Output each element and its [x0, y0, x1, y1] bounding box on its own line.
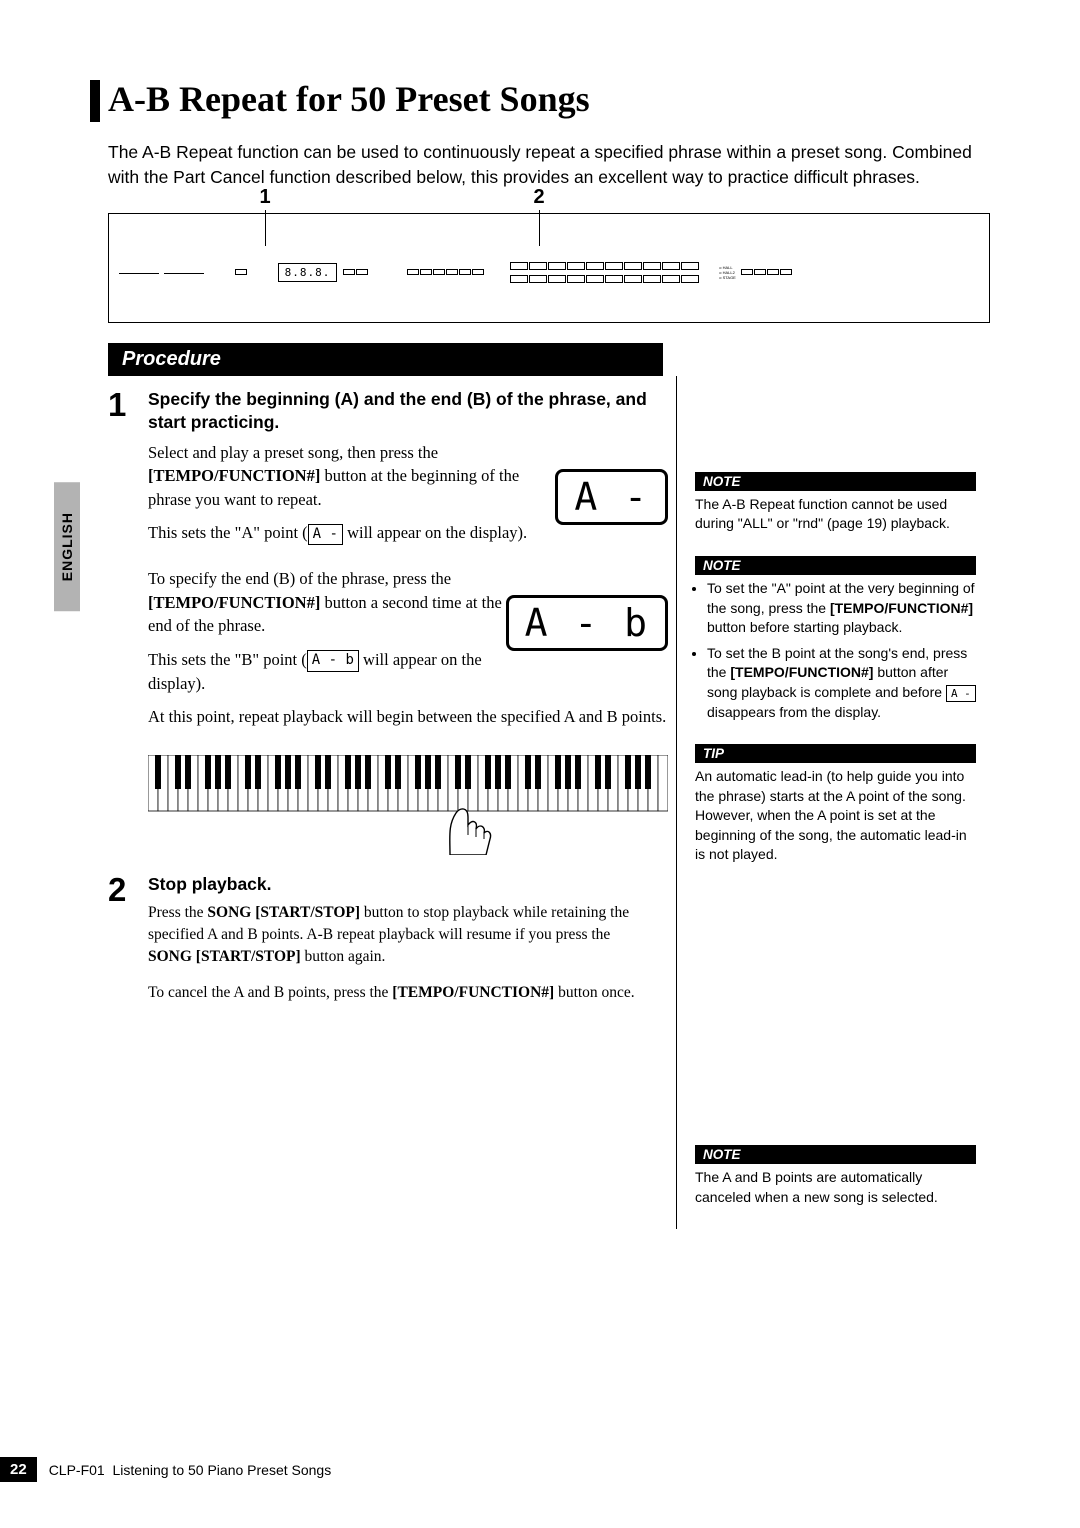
step-2-para-1: Press the SONG [START/STOP] button to st… — [148, 902, 650, 968]
step-2-number: 2 — [108, 873, 136, 1015]
note-2-header: NOTE — [695, 556, 976, 575]
note-2-body: To set the "A" point at the very beginni… — [695, 579, 976, 722]
step-1-title: Specify the beginning (A) and the end (B… — [148, 388, 668, 435]
step-1-para-5: At this point, repeat playback will begi… — [148, 705, 668, 728]
lcd-display-ab: A - b — [506, 595, 668, 651]
callout-2: 2 — [533, 186, 544, 209]
sidebar-notes: NOTE The A-B Repeat function cannot be u… — [676, 376, 976, 1230]
tip-body: An automatic lead-in (to help guide you … — [695, 767, 976, 865]
page-number: 22 — [0, 1457, 37, 1482]
page-title: A-B Repeat for 50 Preset Songs — [108, 80, 590, 120]
step-2-title: Stop playback. — [148, 873, 650, 897]
intro-paragraph: The A-B Repeat function can be used to c… — [90, 140, 990, 191]
note-3-body: The A and B points are automatically can… — [695, 1168, 976, 1207]
lcd-display-a: A - — [555, 469, 668, 525]
main-column: 1 Specify the beginning (A) and the end … — [108, 376, 658, 1015]
footer-section: Listening to 50 Piano Preset Songs — [113, 1462, 332, 1478]
panel-lcd: 8.8.8. — [278, 263, 338, 282]
note-1-body: The A-B Repeat function cannot be used d… — [695, 495, 976, 534]
step-1-para-4: This sets the "B" point (A - b will appe… — [148, 648, 668, 696]
step-2-para-2: To cancel the A and B points, press the … — [148, 982, 650, 1004]
callout-1: 1 — [259, 186, 270, 209]
procedure-header: Procedure — [108, 343, 663, 376]
title-accent-bar — [90, 80, 100, 122]
page-footer: 22 CLP-F01 Listening to 50 Piano Preset … — [0, 1457, 331, 1482]
note-1-header: NOTE — [695, 472, 976, 491]
tip-header: TIP — [695, 744, 976, 763]
footer-model: CLP-F01 — [49, 1462, 105, 1478]
note-3-header: NOTE — [695, 1145, 976, 1164]
language-tab: ENGLISH — [54, 482, 80, 611]
control-panel-diagram: 1 2 8.8.8. o HALLo HALL2o STAGE — [108, 213, 990, 323]
step-1-number: 1 — [108, 388, 136, 867]
keyboard-diagram — [148, 755, 668, 855]
